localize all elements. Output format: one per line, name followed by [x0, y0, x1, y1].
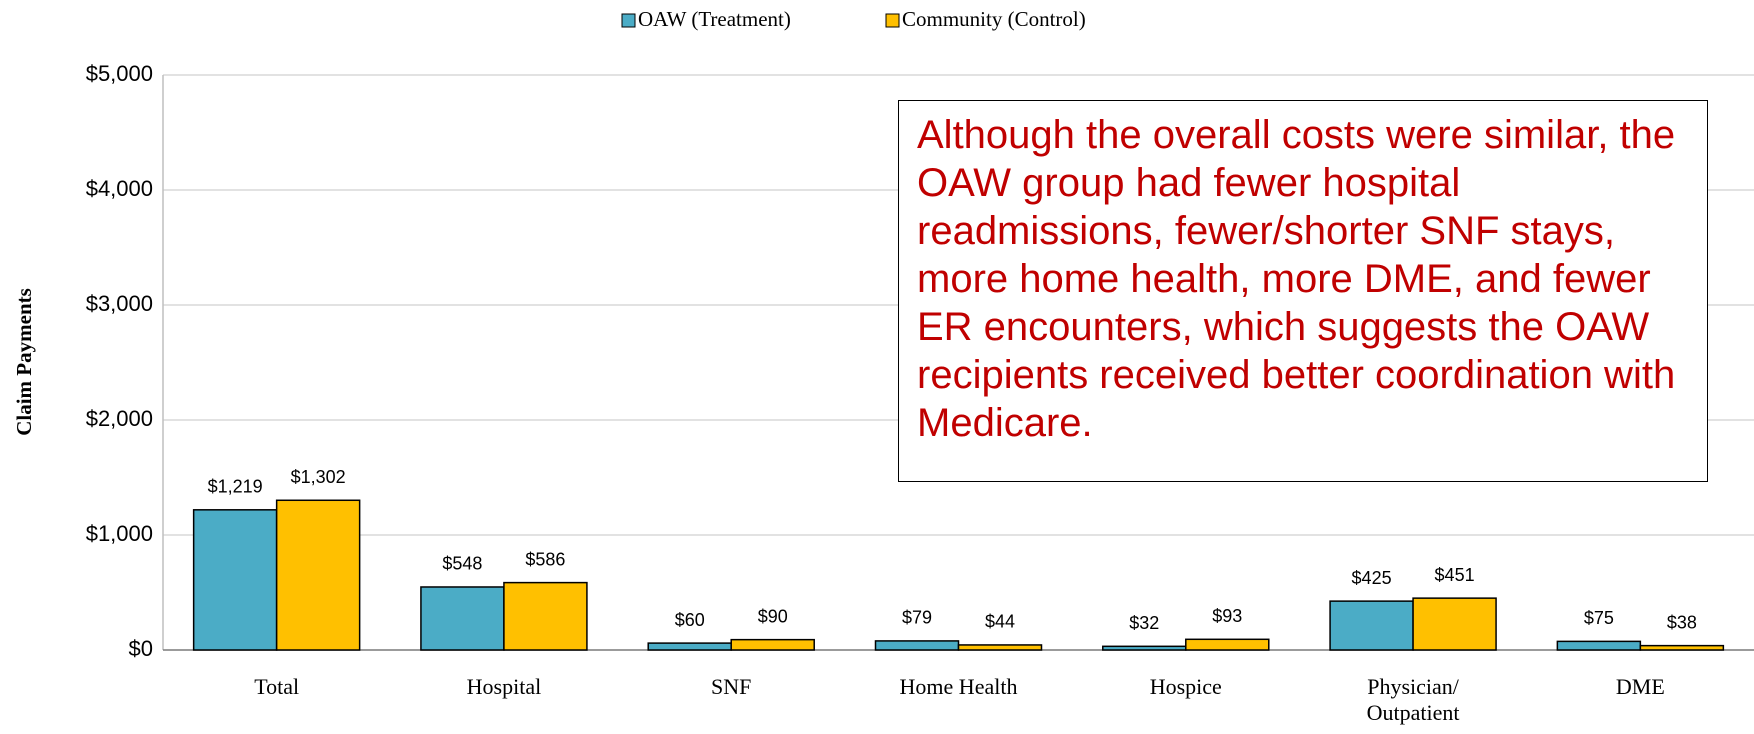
value-label: $93 [1212, 606, 1242, 626]
x-tick-label: Home Health [899, 674, 1018, 699]
bar [647, 642, 732, 651]
value-label: $451 [1435, 565, 1475, 585]
bar [1329, 600, 1414, 651]
value-label: $548 [442, 554, 482, 574]
x-tick-label: Hospital [466, 674, 542, 699]
legend-label: OAW (Treatment) [638, 7, 791, 31]
y-tick-label: $4,000 [86, 176, 153, 201]
legend-swatch [621, 13, 636, 28]
legend-swatch [885, 13, 900, 28]
y-tick-label: $1,000 [86, 521, 153, 546]
value-label: $32 [1129, 613, 1159, 633]
bar [420, 586, 505, 651]
bar [192, 509, 278, 651]
y-tick-label: $3,000 [86, 291, 153, 316]
value-label: $79 [902, 608, 932, 628]
value-label: $44 [985, 612, 1015, 632]
bar [1556, 640, 1642, 651]
bar [1102, 645, 1187, 651]
y-axis-label: Claim Payments [12, 288, 36, 436]
y-tick-label: $0 [129, 636, 153, 661]
value-label: $90 [758, 606, 788, 626]
x-tick-label: DME [1615, 674, 1665, 699]
value-label: $75 [1584, 608, 1614, 628]
value-label: $425 [1352, 568, 1392, 588]
bar [1412, 597, 1497, 651]
value-label: $586 [525, 549, 565, 569]
value-label: $1,302 [291, 467, 346, 487]
annotation: Although the overall costs were similar,… [898, 100, 1708, 482]
x-tick-label: Physician/ Outpatient [1366, 674, 1460, 725]
x-tick-label: Total [254, 674, 300, 699]
bar [730, 638, 815, 651]
legend-label: Community (Control) [902, 7, 1086, 31]
bar [874, 640, 960, 651]
bar [275, 499, 361, 651]
value-label: $1,219 [208, 477, 263, 497]
y-tick-label: $5,000 [86, 61, 153, 86]
bar [1639, 644, 1725, 651]
value-label: $60 [675, 610, 705, 630]
x-tick-label: Hospice [1149, 674, 1222, 699]
y-tick-label: $2,000 [86, 406, 153, 431]
x-tick-label: SNF [711, 674, 752, 699]
bar [503, 581, 588, 651]
value-label: $38 [1667, 612, 1697, 632]
bar [957, 644, 1043, 651]
bar [1185, 638, 1270, 651]
